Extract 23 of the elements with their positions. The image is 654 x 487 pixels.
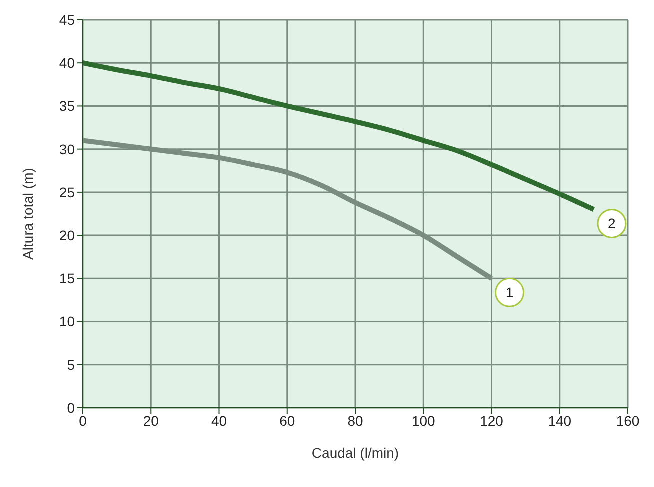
x-tick-label: 80 [348, 412, 364, 429]
y-axis-title: Altura total (m) [20, 168, 36, 260]
x-tick-label: 20 [143, 412, 160, 429]
series-label: 1 [506, 284, 514, 301]
y-tick-label: 0 [67, 400, 76, 416]
x-tick-label: 120 [480, 412, 504, 429]
y-tick-label: 40 [59, 55, 76, 72]
y-tick-label: 25 [59, 184, 76, 200]
x-tick-label: 0 [79, 412, 88, 429]
y-tick-label: 30 [59, 141, 76, 158]
y-tick-label: 35 [59, 98, 76, 114]
y-tick-label: 10 [59, 314, 76, 330]
x-tick-label: 40 [211, 412, 228, 429]
x-tick-label: 140 [548, 412, 572, 429]
x-tick-label: 60 [280, 412, 296, 429]
x-tick-label: 100 [412, 412, 436, 429]
x-tick-label: 160 [616, 412, 640, 429]
y-tick-label: 20 [59, 228, 76, 244]
series-label: 2 [608, 216, 616, 232]
y-tick-label: 45 [59, 12, 76, 28]
x-axis-title: Caudal (l/min) [312, 445, 400, 461]
y-tick-label: 15 [59, 270, 76, 287]
y-tick-label: 5 [67, 356, 76, 373]
